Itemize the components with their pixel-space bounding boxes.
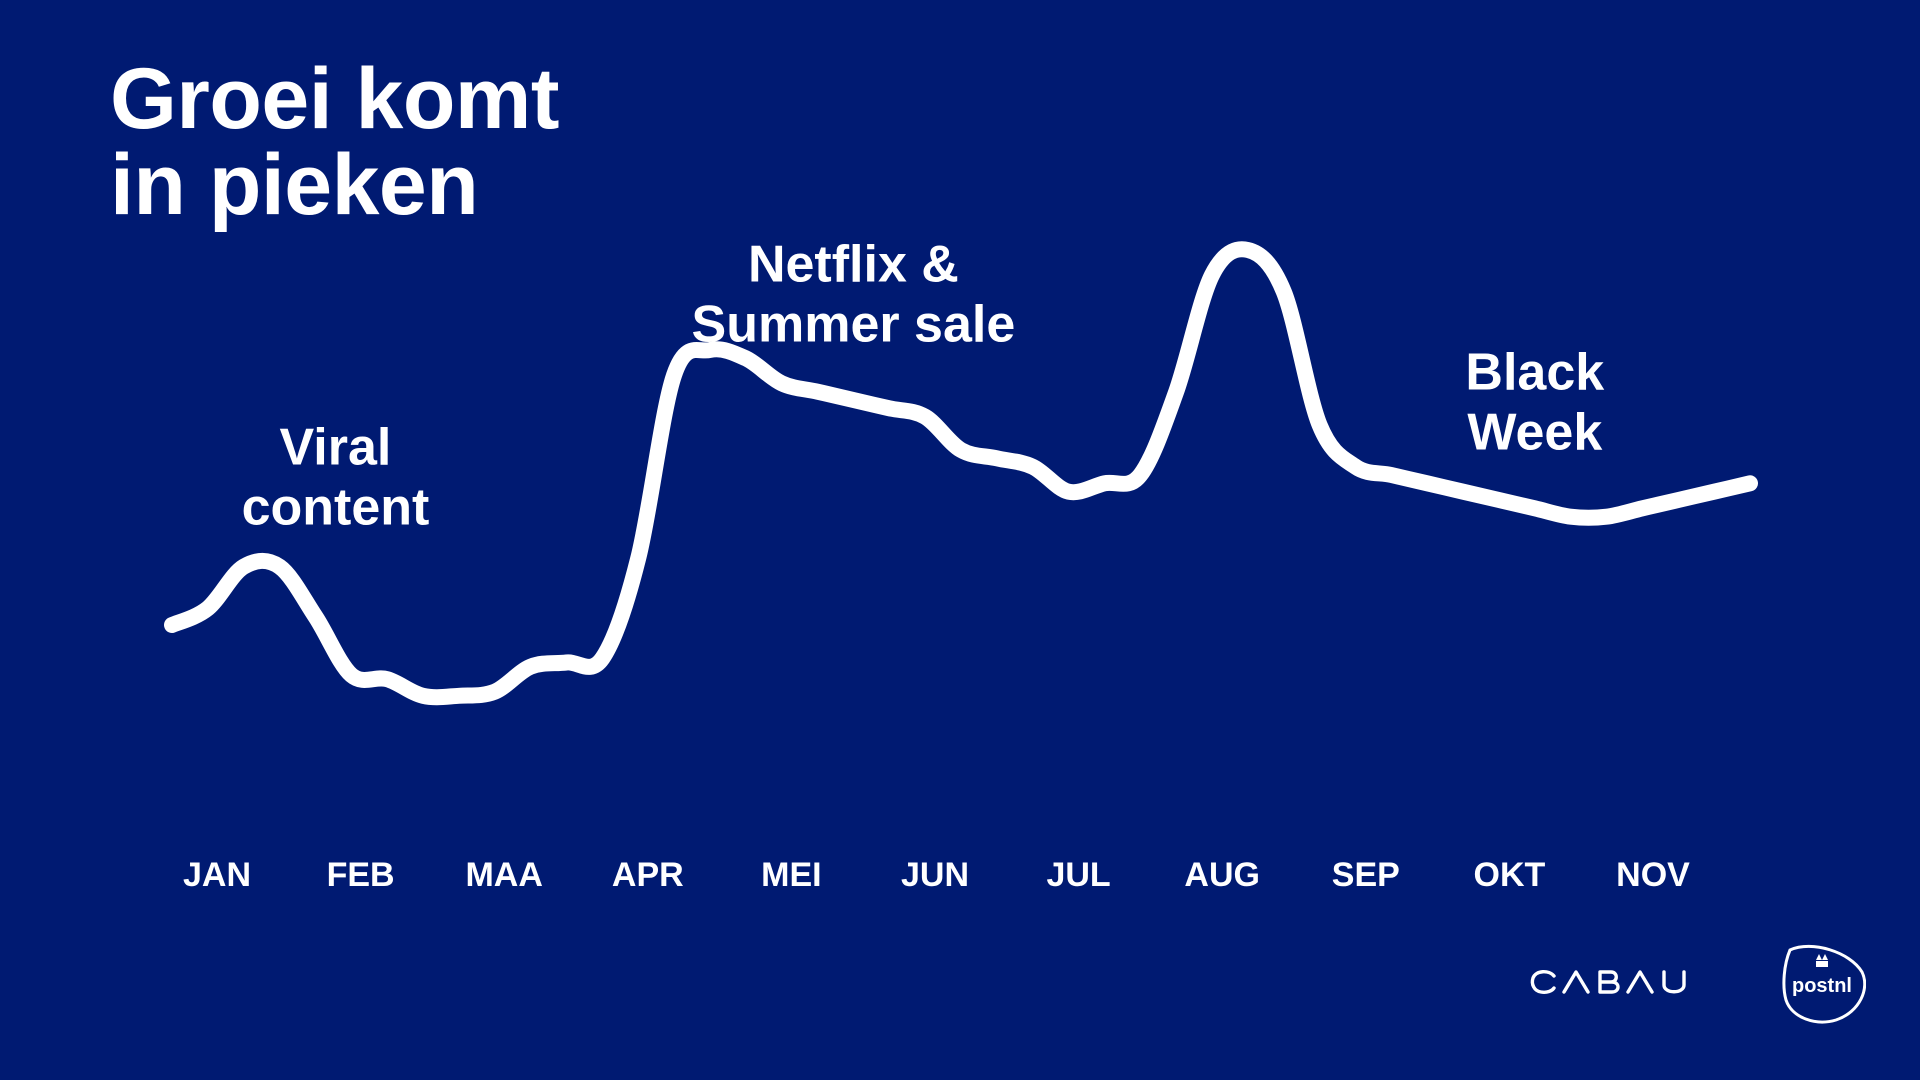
cabau-logo	[1530, 970, 1686, 994]
annotation-2-line-1: Week	[1467, 404, 1602, 462]
x-tick-label-nov: NOV	[1616, 856, 1690, 894]
chart-series	[164, 241, 1758, 706]
slide-title-line-2: in pieken	[110, 137, 479, 233]
x-tick-label-jun: JUN	[901, 856, 969, 894]
x-tick-label-mei: MEI	[761, 856, 821, 894]
annotation-0-line-0: Viral	[280, 419, 392, 477]
postnl-logo: postnl	[1782, 945, 1866, 1024]
x-tick-label-aug: AUG	[1184, 856, 1260, 894]
x-tick-label-jan: JAN	[183, 856, 251, 894]
x-tick-label-maa: MAA	[465, 856, 542, 894]
growth-series-line	[164, 241, 1758, 706]
x-tick-label-jul: JUL	[1046, 856, 1110, 894]
annotation-1-line-0: Netflix &	[748, 235, 959, 293]
slide-title: Groei komt in pieken	[110, 56, 559, 228]
annotation-0-line-1: content	[242, 479, 430, 537]
x-tick-label-apr: APR	[612, 856, 684, 894]
x-axis-tick-labels: JAN FEB MAA APR MEI JUN JUL AUG SEP OKT NOV	[183, 856, 1690, 894]
annotation-2-line-0: Black	[1465, 344, 1604, 402]
x-tick-label-okt: OKT	[1474, 856, 1546, 894]
x-tick-label-feb: FEB	[327, 856, 395, 894]
slide-title-line-1: Groei komt	[110, 51, 559, 147]
annotation-1-line-1: Summer sale	[692, 295, 1016, 353]
x-tick-label-sep: SEP	[1332, 856, 1400, 894]
svg-text:postnl: postnl	[1792, 975, 1852, 997]
